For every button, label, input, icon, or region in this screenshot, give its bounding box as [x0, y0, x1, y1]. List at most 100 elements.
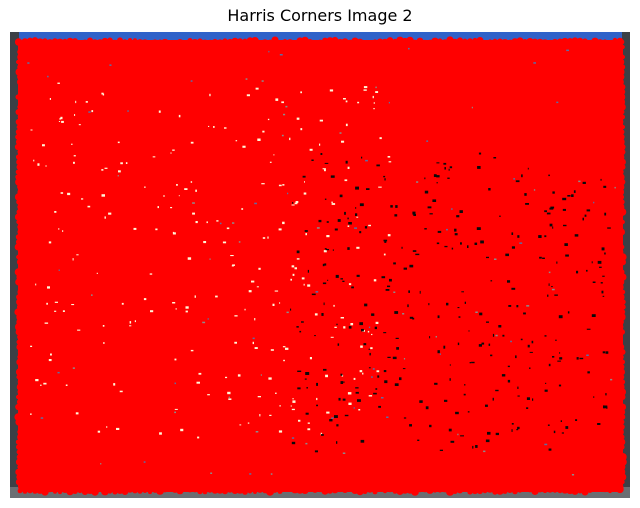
tint-speck [342, 452, 346, 454]
highlight-speck [274, 290, 279, 292]
tint-speck [571, 474, 575, 476]
highlight-speck [35, 283, 37, 286]
shadow-speck [574, 234, 579, 237]
highlight-speck [363, 86, 368, 89]
highlight-speck [307, 422, 310, 424]
highlight-speck [101, 194, 105, 197]
corner-marker-dot [502, 488, 508, 494]
shadow-speck [545, 382, 547, 384]
shadow-speck [526, 397, 530, 400]
corner-marker-dot [251, 37, 259, 45]
corner-marker-dot [496, 487, 504, 495]
corner-marker-dot [551, 38, 559, 46]
shadow-speck [539, 256, 542, 259]
shadow-speck [579, 357, 584, 360]
shadow-speck [486, 256, 489, 259]
highlight-speck [170, 207, 173, 209]
tint-speck [190, 80, 193, 82]
tint-speck [287, 192, 289, 195]
corner-marker-dot [612, 487, 618, 492]
tint-speck [252, 337, 255, 340]
shadow-speck [364, 226, 368, 229]
corner-marker-dot [101, 487, 109, 496]
shadow-speck [467, 411, 470, 413]
shadow-speck [337, 343, 340, 346]
highlight-speck [30, 129, 33, 131]
corner-marker-dot [618, 343, 625, 351]
corner-marker-dot [618, 129, 625, 135]
shadow-speck [542, 257, 545, 259]
tint-speck [551, 288, 555, 291]
tint-speck [586, 354, 589, 356]
shadow-speck [488, 343, 491, 346]
corner-marker-dot [202, 489, 208, 495]
shadow-speck [374, 326, 377, 330]
corner-marker-dot [57, 489, 63, 495]
highlight-speck [190, 349, 194, 352]
corner-marker-dot [112, 39, 118, 46]
shadow-speck [436, 182, 438, 184]
corner-marker-dot [72, 38, 78, 44]
corner-marker-dot [482, 39, 488, 45]
corner-marker-dot [15, 458, 23, 466]
highlight-speck [104, 167, 108, 169]
shadow-speck [544, 335, 547, 337]
corner-marker-dot [167, 487, 173, 492]
highlight-speck [305, 233, 307, 236]
corner-marker-dot [266, 487, 274, 496]
corner-marker-dot [222, 38, 228, 44]
shadow-speck [532, 398, 534, 401]
highlight-speck [372, 95, 374, 99]
tint-speck [40, 417, 44, 419]
shadow-speck [600, 282, 603, 284]
tint-speck [100, 463, 102, 465]
highlight-speck [300, 128, 303, 131]
tint-speck [27, 62, 30, 64]
shadow-speck [355, 207, 357, 209]
shadow-speck [495, 389, 499, 392]
shadow-speck [297, 387, 301, 390]
highlight-speck [180, 428, 184, 432]
shadow-speck [433, 174, 437, 177]
corner-marker-dot [21, 38, 29, 46]
highlight-speck [73, 155, 76, 157]
shadow-speck [516, 429, 519, 431]
highlight-speck [48, 359, 52, 362]
corner-marker-dot [618, 438, 626, 446]
shadow-speck [383, 175, 386, 178]
highlight-speck [242, 145, 246, 148]
shadow-speck [316, 404, 318, 407]
speck-layer [27, 47, 616, 476]
corner-marker-dot [567, 38, 573, 44]
shadow-speck [575, 419, 578, 421]
shadow-speck [311, 159, 314, 161]
corner-marker-dot [620, 124, 626, 130]
tint-speck [495, 334, 498, 337]
corner-marker-dot [487, 39, 493, 44]
highlight-speck [279, 405, 281, 407]
corner-marker-dot [587, 488, 593, 493]
corner-marker-dot [618, 39, 625, 45]
corner-marker-dot [101, 37, 109, 46]
shadow-speck [340, 278, 343, 280]
shadow-speck [600, 178, 602, 181]
corner-marker-dot [211, 486, 219, 494]
corner-marker-dot [267, 39, 273, 45]
highlight-speck [343, 98, 346, 100]
corner-marker-dot [14, 213, 22, 221]
corner-marker-dot [15, 128, 22, 136]
corner-marker-dot [336, 38, 344, 46]
highlight-speck [49, 98, 51, 100]
shadow-speck [345, 160, 348, 164]
shadow-speck [301, 321, 304, 323]
shadow-speck [471, 361, 475, 364]
highlight-speck [187, 257, 192, 260]
corner-marker-dot [561, 37, 569, 46]
shadow-speck [599, 266, 602, 268]
corner-marker-dot [618, 473, 627, 481]
highlight-speck [73, 161, 75, 164]
tint-speck [127, 110, 129, 112]
highlight-speck [241, 208, 244, 210]
shadow-speck [507, 280, 511, 283]
highlight-speck [57, 82, 60, 84]
